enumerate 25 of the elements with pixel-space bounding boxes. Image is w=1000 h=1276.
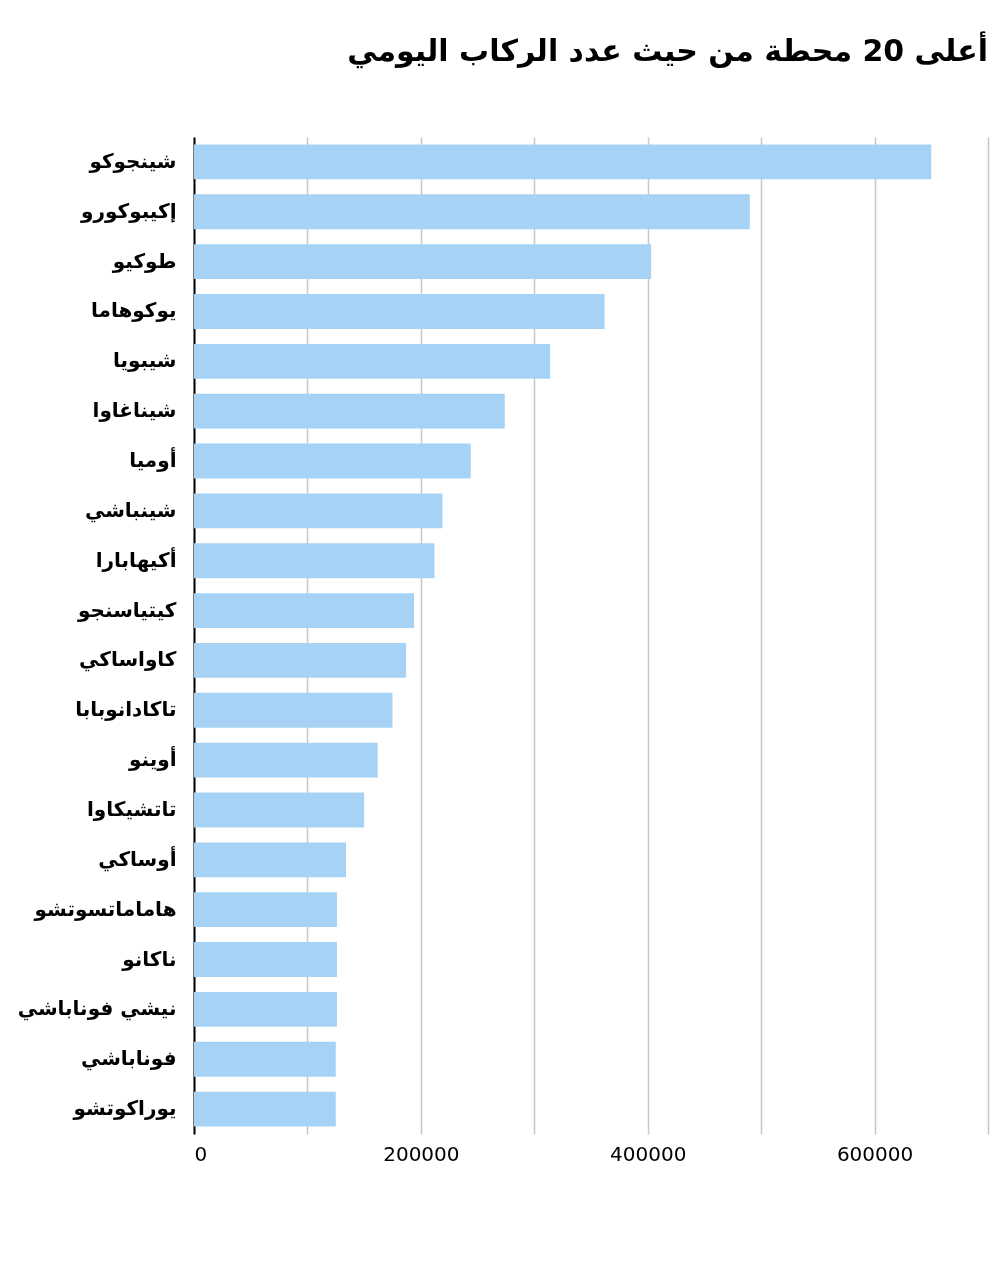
y-tick-label: كاواساكي <box>79 647 177 673</box>
x-tick-label: 400000 <box>610 1141 687 1166</box>
chart-title: أعلى 20 محطة من حيث عدد الركاب اليومي <box>347 31 988 69</box>
y-tick-label: شينباشي <box>84 497 177 523</box>
x-tick-label: 0 <box>194 1141 208 1166</box>
y-tick-label: شيبويا <box>112 348 177 373</box>
y-tick-label: إكيبوكورو <box>80 198 177 223</box>
x-tick-label: 200000 <box>383 1141 460 1166</box>
y-tick-label: تاكادانوبابا <box>75 697 177 722</box>
y-tick-label: كيتياسنجو <box>77 597 177 622</box>
y-tick-label: أوساكي <box>98 844 177 872</box>
y-tick-label: أوينو <box>128 745 177 772</box>
y-tick-label: فوناباشي <box>80 1046 177 1072</box>
y-tick-label: نيشي فوناباشي <box>17 996 177 1022</box>
y-tick-label: أوميا <box>129 446 177 473</box>
y-tick-label: طوكيو <box>111 248 177 273</box>
y-tick-label: يوكوهاما <box>91 298 177 323</box>
y-tick-label: أكيهابارا <box>95 545 177 572</box>
y-tick-label: يوراكوتشو <box>72 1096 177 1121</box>
y-tick-label: شينجوكو <box>88 148 177 173</box>
y-tick-label: شيناغاوا <box>92 398 177 423</box>
y-tick-label: ناكانو <box>121 946 177 971</box>
x-tick-label: 600000 <box>836 1141 914 1166</box>
y-tick-label: هاماماتسوتشو <box>33 896 177 921</box>
y-tick-label: تاتشيكاوا <box>87 796 177 821</box>
